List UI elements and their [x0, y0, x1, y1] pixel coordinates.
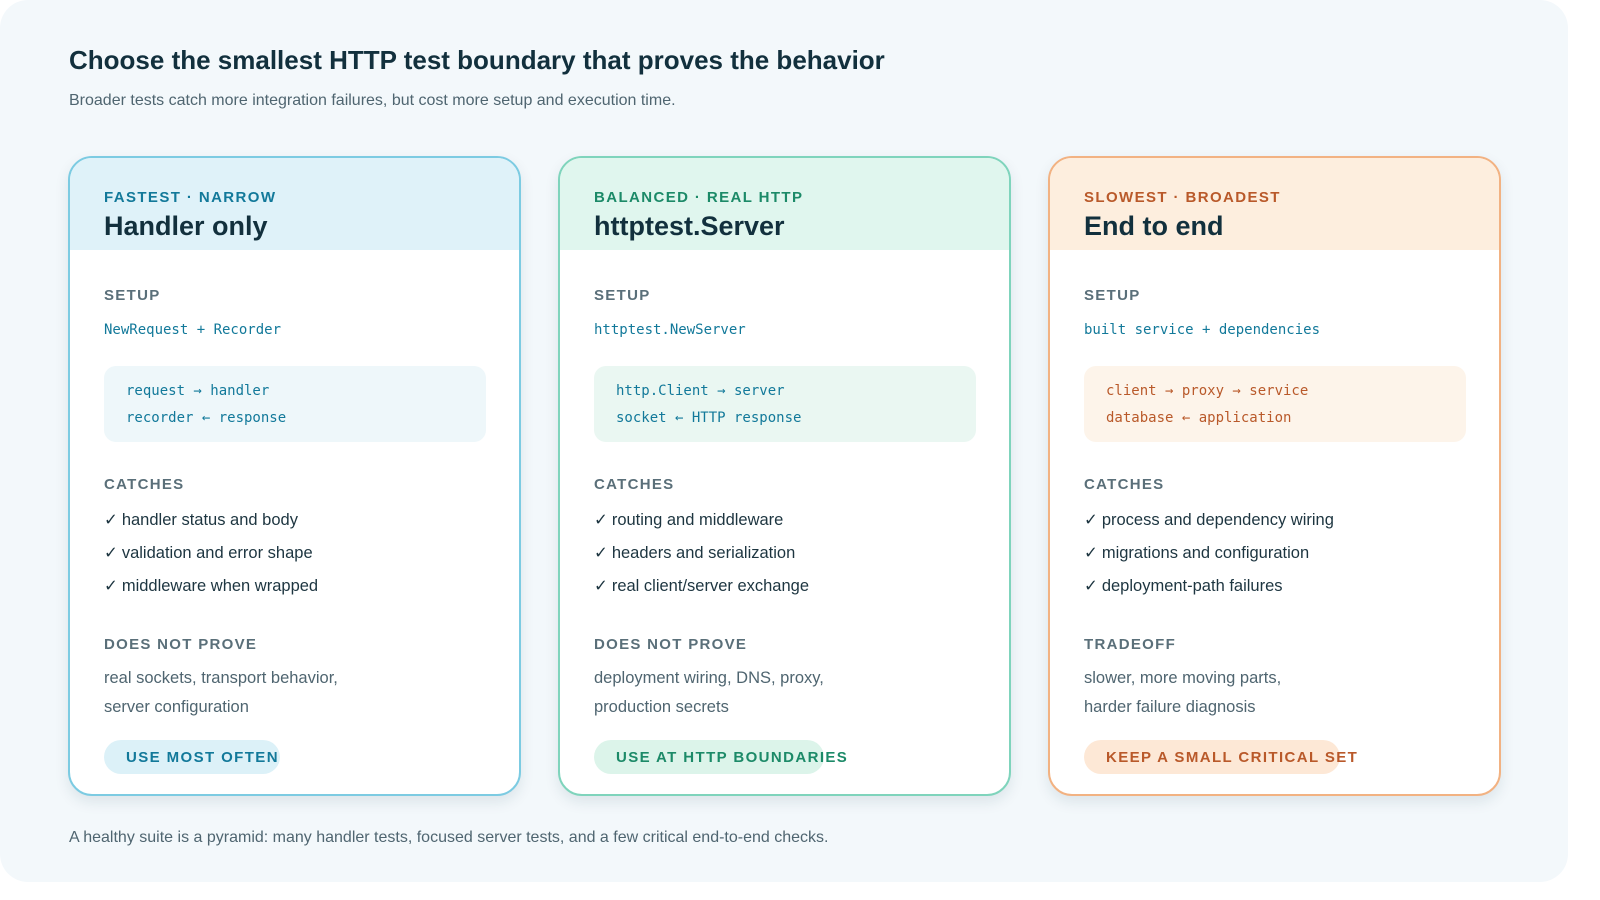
- check-icon: ✓: [104, 577, 118, 595]
- catch-item: ✓ headers and serialization: [594, 543, 795, 563]
- flow-line: database ← application: [1106, 410, 1292, 426]
- catch-item: ✓ routing and middleware: [594, 510, 783, 530]
- recommendation-pill: USE MOST OFTEN: [104, 740, 280, 774]
- catch-text: migrations and configuration: [1101, 544, 1310, 562]
- note-line: production secrets: [594, 698, 729, 716]
- card-header: SLOWEST · BROADEST End to end: [1050, 158, 1499, 250]
- setup-value: built service + dependencies: [1084, 322, 1321, 338]
- recommendation-pill: KEEP A SMALL CRITICAL SET: [1084, 740, 1357, 774]
- note-line: real sockets, transport behavior,: [104, 669, 338, 687]
- flow-line: http.Client → server: [616, 383, 785, 399]
- catch-text: real client/server exchange: [611, 577, 810, 595]
- pill-label: KEEP A SMALL CRITICAL SET: [1106, 749, 1359, 766]
- card-title: httptest.Server: [594, 211, 785, 241]
- check-icon: ✓: [1084, 577, 1098, 595]
- catch-text: middleware when wrapped: [121, 577, 319, 595]
- pill-label: USE AT HTTP BOUNDARIES: [616, 749, 849, 766]
- footer-note: A healthy suite is a pyramid: many handl…: [69, 829, 829, 846]
- catches-label: CATCHES: [594, 476, 675, 493]
- flow-box: request → handler recorder ← response: [104, 366, 486, 442]
- flow-line: recorder ← response: [126, 410, 287, 426]
- catch-text: routing and middleware: [611, 511, 784, 529]
- flow-box: http.Client → server socket ← HTTP respo…: [594, 366, 976, 442]
- card-header: FASTEST · NARROW Handler only: [70, 158, 519, 250]
- flow-line: client → proxy → service: [1106, 383, 1309, 399]
- diagram-canvas: Choose the smallest HTTP test boundary t…: [0, 0, 1568, 882]
- flow-line: request → handler: [126, 383, 270, 399]
- catch-text: headers and serialization: [611, 544, 796, 562]
- card-eyebrow: BALANCED · REAL HTTP: [594, 189, 804, 206]
- catches-label: CATCHES: [104, 476, 185, 493]
- check-icon: ✓: [594, 511, 608, 529]
- pill-label: USE MOST OFTEN: [126, 749, 279, 766]
- card-eyebrow: FASTEST · NARROW: [104, 189, 277, 206]
- setup-value: httptest.NewServer: [594, 322, 746, 338]
- check-icon: ✓: [1084, 544, 1098, 562]
- note-label: DOES NOT PROVE: [594, 636, 748, 653]
- flow-line: socket ← HTTP response: [616, 410, 802, 426]
- catch-text: deployment-path failures: [1101, 577, 1283, 595]
- recommendation-pill: USE AT HTTP BOUNDARIES: [594, 740, 847, 774]
- catch-item: ✓ validation and error shape: [104, 543, 313, 563]
- note-line: slower, more moving parts,: [1084, 669, 1282, 687]
- card-handler-only: FASTEST · NARROW Handler only SETUP NewR…: [68, 156, 521, 796]
- check-icon: ✓: [104, 511, 118, 529]
- catch-item: ✓ real client/server exchange: [594, 576, 809, 596]
- card-httptest-server: BALANCED · REAL HTTP httptest.Server SET…: [558, 156, 1011, 796]
- flow-box: client → proxy → service database ← appl…: [1084, 366, 1466, 442]
- card-title: Handler only: [104, 211, 268, 241]
- catch-item: ✓ handler status and body: [104, 510, 298, 530]
- setup-label: SETUP: [594, 287, 651, 304]
- catch-text: process and dependency wiring: [1101, 511, 1334, 529]
- card-end-to-end: SLOWEST · BROADEST End to end SETUP buil…: [1048, 156, 1501, 796]
- check-icon: ✓: [594, 544, 608, 562]
- note-label: DOES NOT PROVE: [104, 636, 258, 653]
- catch-item: ✓ deployment-path failures: [1084, 576, 1283, 596]
- catch-item: ✓ middleware when wrapped: [104, 576, 318, 596]
- card-eyebrow: SLOWEST · BROADEST: [1084, 189, 1281, 206]
- catch-text: validation and error shape: [121, 544, 313, 562]
- catch-item: ✓ migrations and configuration: [1084, 543, 1309, 563]
- card-title: End to end: [1084, 211, 1224, 241]
- setup-label: SETUP: [1084, 287, 1141, 304]
- setup-value: NewRequest + Recorder: [104, 322, 282, 338]
- check-icon: ✓: [104, 544, 118, 562]
- page-title: Choose the smallest HTTP test boundary t…: [69, 45, 885, 75]
- note-line: harder failure diagnosis: [1084, 698, 1256, 716]
- setup-label: SETUP: [104, 287, 161, 304]
- catch-text: handler status and body: [121, 511, 298, 529]
- check-icon: ✓: [594, 577, 608, 595]
- note-line: server configuration: [104, 698, 249, 716]
- note-label: TRADEOFF: [1084, 636, 1177, 653]
- catches-label: CATCHES: [1084, 476, 1165, 493]
- check-icon: ✓: [1084, 511, 1098, 529]
- card-header: BALANCED · REAL HTTP httptest.Server: [560, 158, 1009, 250]
- page-subtitle: Broader tests catch more integration fai…: [69, 92, 676, 109]
- note-line: deployment wiring, DNS, proxy,: [594, 669, 824, 687]
- catch-item: ✓ process and dependency wiring: [1084, 510, 1334, 530]
